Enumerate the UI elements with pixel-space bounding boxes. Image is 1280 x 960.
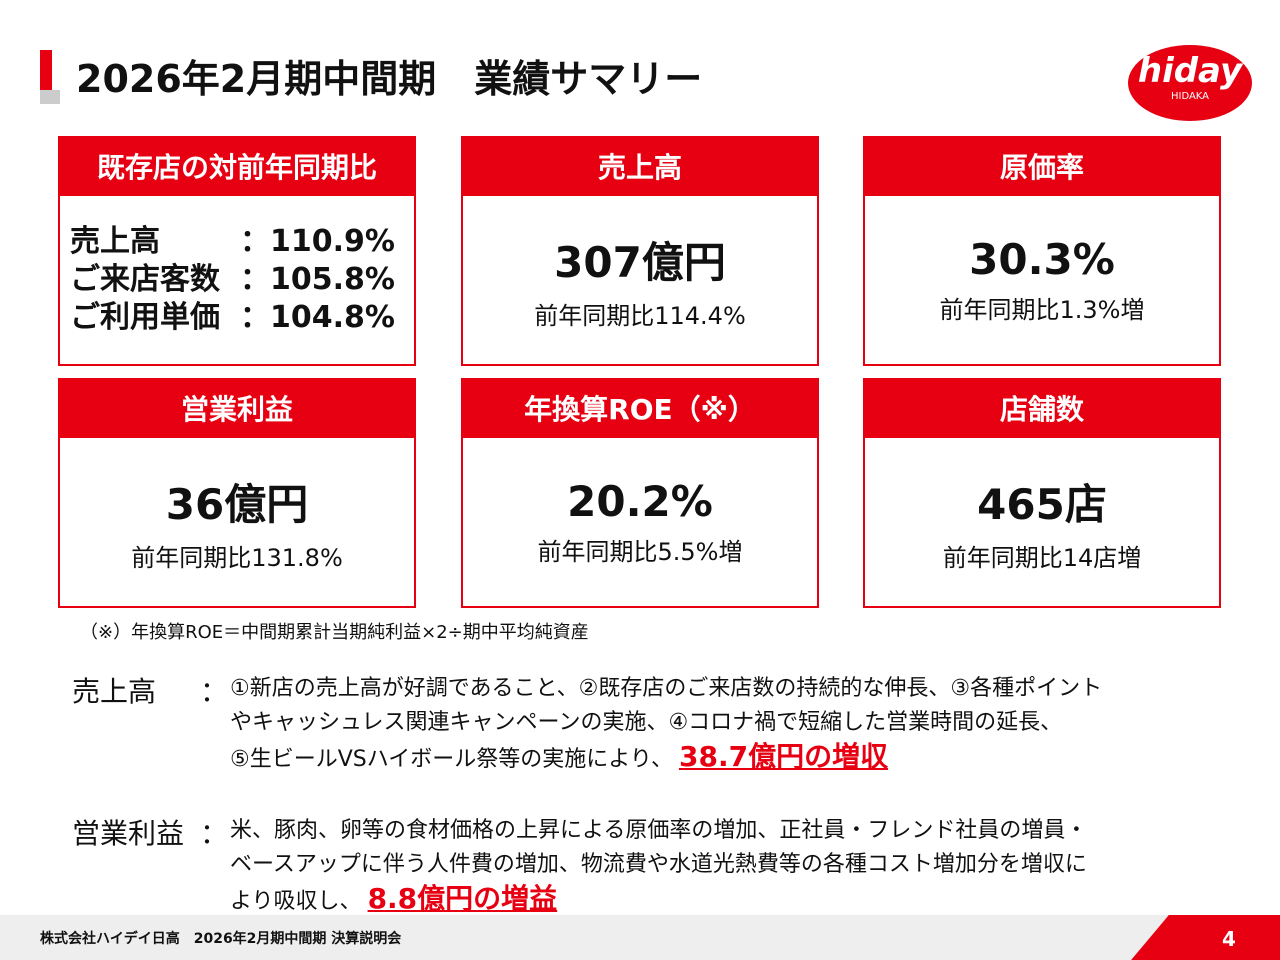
kpi-box: 営業利益 36億円 前年同期比131.8% bbox=[58, 378, 416, 608]
title: 2026年2月期中間期 業績サマリー bbox=[76, 57, 703, 101]
kpi-value: 307億円 bbox=[554, 238, 726, 287]
kpi-body: 売上高 ：110.9% ご来店客数 ：105.8% ご利用単価 ：104.8% bbox=[58, 196, 416, 366]
comment-label: 営業利益 bbox=[72, 817, 185, 850]
row-value: ：110.9% bbox=[240, 224, 395, 259]
kpi-sub: 前年同期比131.8% bbox=[131, 544, 343, 572]
kpi-sub: 前年同期比5.5%増 bbox=[537, 538, 743, 566]
comment-line: 米、豚肉、卵等の食材価格の上昇による原価率の増加、正社員・フレンド社員の増員・ bbox=[230, 814, 1087, 848]
kpi-sub: 前年同期比114.4% bbox=[534, 302, 746, 330]
kpi-box: 原価率 30.3% 前年同期比1.3%増 bbox=[863, 136, 1221, 366]
kpi-body: 20.2% 前年同期比5.5%増 bbox=[461, 438, 819, 608]
comment-line: やキャッシュレス関連キャンペーンの実施、④コロナ禍で短縮した営業時間の延長、 bbox=[230, 706, 1062, 740]
kpi-title: 店舗数 bbox=[863, 378, 1221, 438]
row-value: ：104.8% bbox=[240, 300, 395, 335]
kpi-body: 307億円前年同期比114.4% bbox=[461, 196, 819, 366]
title-bar-shadow bbox=[40, 90, 60, 104]
kpi-value: 465店 bbox=[977, 480, 1107, 529]
kpi-value: 20.2% bbox=[567, 477, 713, 526]
comment-line: ⑤生ビールVSハイボール祭等の実施により、 38.7億円の増収 bbox=[230, 740, 888, 777]
kpi-body: 465店前年同期比14店増 bbox=[863, 438, 1221, 608]
kpi-box: 売上高 307億円 前年同期比114.4% bbox=[461, 136, 819, 366]
kpi-row: ご来店客数 ：105.8% bbox=[70, 261, 395, 299]
footer-band bbox=[0, 915, 1280, 960]
comment-separator: ： bbox=[200, 675, 229, 708]
kpi-body: 36億円前年同期比131.8% bbox=[58, 438, 416, 608]
kpi-value: 36億円 bbox=[165, 480, 309, 529]
kpi-box: 店舗数 465店 前年同期比14店増 bbox=[863, 378, 1221, 608]
logo-sub: HIDAKA bbox=[1170, 91, 1210, 102]
note: （※）年換算ROE＝中間期累計当期純利益×2÷期中平均純資産 bbox=[80, 622, 589, 643]
kpi-value: 30.3% bbox=[969, 235, 1115, 284]
logo: hiday HIDAKA bbox=[1128, 45, 1252, 121]
kpi-row: 売上高 ：110.9% bbox=[70, 223, 395, 261]
row-value: ：105.8% bbox=[240, 262, 395, 297]
kpi-sub: 前年同期比14店増 bbox=[942, 544, 1142, 572]
row-label: 売上高 bbox=[70, 224, 160, 259]
kpi-title: 売上高 bbox=[461, 136, 819, 196]
comment-line: ベースアップに伴う人件費の増加、物流費や水道光熱費等の各種コスト増加分を増収に bbox=[230, 848, 1087, 882]
comment-text: ⑤生ビールVSハイボール祭等の実施により、 bbox=[230, 747, 673, 772]
kpi-row: ご利用単価 ：104.8% bbox=[70, 299, 395, 337]
comment-text: より吸収し、 bbox=[230, 889, 362, 914]
kpi-box: 既存店の対前年同期比売上高 ：110.9% ご来店客数 ：105.8% ご利用単価 ：10… bbox=[58, 136, 416, 366]
page-number: 4 bbox=[1222, 927, 1236, 951]
kpi-title: 原価率 bbox=[863, 136, 1221, 196]
comment-separator: ： bbox=[200, 817, 229, 850]
comment-highlight: 8.8億円の増益 bbox=[367, 882, 558, 915]
footer-company: 株式会社ハイデイ日高 2026年2月期中間期 決算説明会 bbox=[40, 931, 402, 947]
kpi-title: 既存店の対前年同期比 bbox=[58, 136, 416, 196]
comment-label: 売上高 bbox=[72, 675, 157, 708]
kpi-title: 年換算ROE（※） bbox=[461, 378, 819, 438]
kpi-title: 営業利益 bbox=[58, 378, 416, 438]
row-label: ご来店客数 bbox=[70, 262, 220, 297]
row-label: ご利用単価 bbox=[70, 300, 220, 335]
comment-text: やキャッシュレス関連キャンペーンの実施、④コロナ禍で短縮した営業時間の延長、 bbox=[230, 710, 1063, 735]
comment-text: 米、豚肉、卵等の食材価格の上昇による原価率の増加、正社員・フレンド社員の増員・ bbox=[230, 818, 1088, 843]
logo-text: hiday bbox=[1137, 51, 1243, 91]
comment-line: より吸収し、 8.8億円の増益 bbox=[230, 882, 557, 919]
title-bar bbox=[40, 50, 52, 90]
comment-line: ①新店の売上高が好調であること、②既存店のご来店数の持続的な伸長、③各種ポイント bbox=[230, 672, 1102, 706]
comment-text: ベースアップに伴う人件費の増加、物流費や水道光熱費等の各種コスト増加分を増収に bbox=[230, 852, 1087, 877]
kpi-sub: 前年同期比1.3%増 bbox=[939, 296, 1145, 324]
comment-highlight: 38.7億円の増収 bbox=[678, 740, 889, 773]
kpi-body: 30.3% 前年同期比1.3%増 bbox=[863, 196, 1221, 366]
comment-text: ①新店の売上高が好調であること、②既存店のご来店数の持続的な伸長、③各種ポイント bbox=[230, 676, 1103, 701]
kpi-box: 年換算ROE（※） 20.2% 前年同期比5.5%増 bbox=[461, 378, 819, 608]
